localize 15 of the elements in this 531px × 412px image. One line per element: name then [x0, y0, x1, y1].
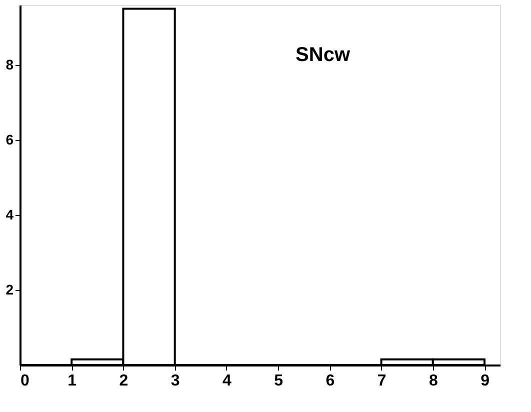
y-tick-label: 2: [6, 282, 14, 298]
y-tick-label: 6: [6, 132, 14, 148]
x-tick-label: 0: [20, 372, 30, 390]
text: SNcw: [296, 44, 350, 66]
y-tick-label: 4: [6, 206, 14, 222]
x-tick-label: 8: [428, 372, 438, 390]
x-tick-label: 9: [480, 372, 490, 390]
x-tick-label: 6: [326, 372, 335, 390]
x-tick-label: 5: [274, 372, 284, 390]
x-tick-label: 7: [377, 372, 386, 390]
x-tick-label: 2: [119, 372, 128, 390]
x-tick-label: 3: [170, 372, 180, 390]
y-tick-label: 8: [6, 56, 14, 72]
x-tick-label: 1: [68, 372, 77, 390]
x-tick-label: 4: [222, 372, 232, 390]
